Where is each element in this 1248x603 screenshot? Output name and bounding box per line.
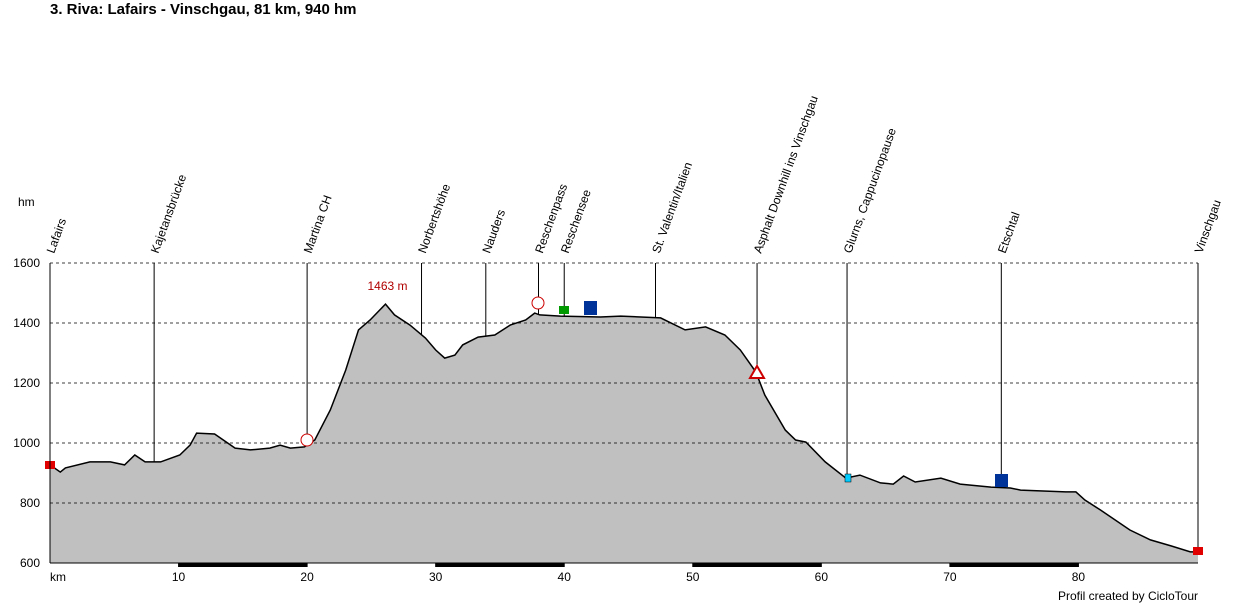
y-tick-label: 800 xyxy=(20,496,40,510)
x-tick-label: 80 xyxy=(1072,570,1086,584)
scale-bar xyxy=(692,563,822,567)
x-tick-label: 50 xyxy=(686,570,700,584)
peak-annotation: 1463 m xyxy=(368,279,408,293)
icon xyxy=(559,306,569,314)
scale-bar xyxy=(178,563,308,567)
waypoint-label: Lafairs xyxy=(44,216,69,255)
icon xyxy=(531,296,545,310)
scale-bar xyxy=(435,563,565,567)
x-tick-label: 10 xyxy=(172,570,186,584)
y-tick-label: 1200 xyxy=(13,376,40,390)
waypoint-label: Kajetansbrücke xyxy=(148,172,190,255)
elevation-area xyxy=(50,304,1198,563)
icon xyxy=(1193,547,1203,555)
y-tick-label: 1000 xyxy=(13,436,40,450)
waypoint-label: Martina CH xyxy=(301,193,335,255)
footer: Profil created by CicloTour xyxy=(1058,589,1198,603)
icon xyxy=(584,301,597,315)
waypoint-label: St. Valentin/Italien xyxy=(649,160,695,255)
x-tick-label: 60 xyxy=(815,570,829,584)
icon xyxy=(995,474,1008,487)
x-tick-label: 20 xyxy=(300,570,314,584)
icon xyxy=(844,473,852,483)
waypoint-label: Vinschgau xyxy=(1192,198,1224,255)
chart-title: 3. Riva: Lafairs - Vinschgau, 81 km, 940… xyxy=(50,1,357,18)
x-axis-label: km xyxy=(50,570,66,584)
y-tick-label: 600 xyxy=(20,556,40,570)
x-tick-label: 40 xyxy=(558,570,572,584)
y-axis-label: hm xyxy=(18,195,35,209)
x-tick-label: 30 xyxy=(429,570,443,584)
scale-bar xyxy=(949,563,1079,567)
y-tick-label: 1400 xyxy=(13,316,40,330)
icon xyxy=(300,433,314,447)
waypoint-label: Glurns, Cappucinopause xyxy=(841,126,899,255)
elevation-line xyxy=(49,302,1198,553)
waypoint-label: Asphalt Downhill ins Vinschgau xyxy=(751,94,821,255)
waypoint-label: Norbertshöhe xyxy=(415,182,453,255)
y-tick-label: 1600 xyxy=(13,256,40,270)
icon xyxy=(748,364,766,379)
waypoint-label: Nauders xyxy=(479,208,508,255)
waypoint-label: Etschtal xyxy=(995,210,1023,255)
x-tick-label: 70 xyxy=(943,570,957,584)
